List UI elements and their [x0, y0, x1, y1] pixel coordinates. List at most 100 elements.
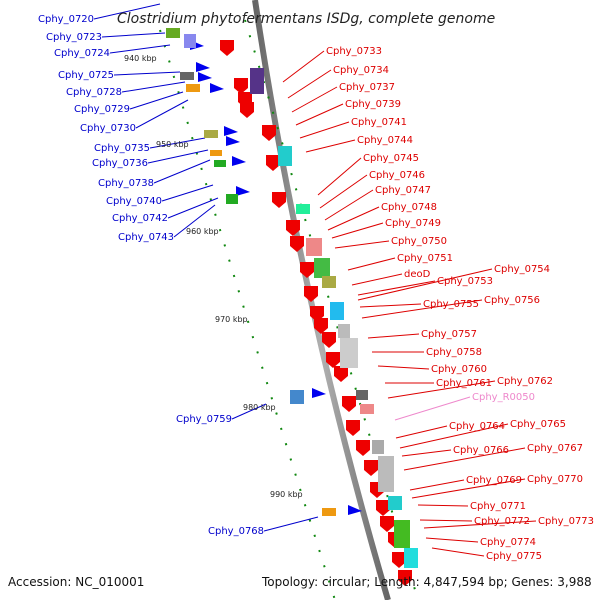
- reverse-gene-label[interactable]: Cphy_0761: [436, 378, 492, 389]
- reverse-gene-label[interactable]: Cphy_0734: [333, 65, 389, 76]
- reverse-gene-arrow[interactable]: [342, 396, 356, 412]
- reverse-gene-label[interactable]: Cphy_0739: [345, 99, 401, 110]
- forward-gene-label[interactable]: Cphy_0768: [208, 526, 264, 537]
- forward-gene-label[interactable]: Cphy_0738: [98, 178, 154, 189]
- forward-gene-label[interactable]: Cphy_0720: [38, 14, 94, 25]
- reverse-gene-label[interactable]: Cphy_0760: [431, 364, 487, 375]
- gene-block[interactable]: [356, 390, 368, 400]
- forward-gene-label[interactable]: Cphy_0743: [118, 232, 174, 243]
- forward-gene-label[interactable]: Cphy_0736: [92, 158, 148, 169]
- gene-block[interactable]: [186, 84, 200, 92]
- reverse-gene-label[interactable]: Cphy_0733: [326, 46, 382, 57]
- gene-block[interactable]: [180, 72, 194, 80]
- reverse-gene-arrow[interactable]: [398, 570, 412, 586]
- gene-block[interactable]: [314, 258, 330, 278]
- reverse-gene-label[interactable]: Cphy_0748: [381, 202, 437, 213]
- reverse-gene-arrow[interactable]: [266, 155, 280, 171]
- gene-block[interactable]: [278, 146, 292, 166]
- reverse-gene-arrow[interactable]: [240, 102, 254, 118]
- reverse-gene-label[interactable]: Cphy_0762: [497, 376, 553, 387]
- gene-block[interactable]: [166, 28, 180, 38]
- forward-gene-arrow[interactable]: [198, 72, 212, 82]
- gene-block[interactable]: [340, 338, 358, 368]
- reverse-gene-arrow[interactable]: [364, 460, 378, 476]
- reverse-gene-label[interactable]: Cphy_0772: [474, 516, 530, 527]
- forward-gene-label[interactable]: Cphy_0742: [112, 213, 168, 224]
- gene-block[interactable]: [330, 302, 344, 320]
- reverse-gene-arrow[interactable]: [290, 236, 304, 252]
- gene-block[interactable]: [250, 68, 264, 94]
- reverse-gene-label[interactable]: Cphy_0744: [357, 135, 413, 146]
- reverse-gene-label[interactable]: Cphy_R0050: [472, 392, 535, 403]
- reverse-gene-arrow[interactable]: [380, 516, 394, 532]
- gene-block[interactable]: [388, 496, 402, 510]
- gene-block[interactable]: [322, 276, 336, 288]
- reverse-gene-label[interactable]: Cphy_0750: [391, 236, 447, 247]
- reverse-gene-arrow[interactable]: [326, 352, 340, 368]
- reverse-gene-label[interactable]: Cphy_0747: [375, 185, 431, 196]
- forward-gene-arrow[interactable]: [226, 136, 240, 146]
- reverse-gene-label[interactable]: Cphy_0769: [466, 475, 522, 486]
- gene-block[interactable]: [378, 456, 394, 492]
- reverse-gene-arrow[interactable]: [334, 366, 348, 382]
- reverse-gene-label[interactable]: Cphy_0749: [385, 218, 441, 229]
- reverse-gene-arrow[interactable]: [392, 552, 406, 568]
- reverse-gene-arrow[interactable]: [356, 440, 370, 456]
- reverse-gene-arrow[interactable]: [220, 40, 234, 56]
- forward-gene-label[interactable]: Cphy_0724: [54, 48, 110, 59]
- gene-block[interactable]: [394, 520, 410, 548]
- forward-gene-arrow[interactable]: [348, 505, 362, 515]
- forward-gene-label[interactable]: Cphy_0740: [106, 196, 162, 207]
- reverse-gene-label[interactable]: Cphy_0756: [484, 295, 540, 306]
- reverse-gene-label[interactable]: Cphy_0754: [494, 264, 550, 275]
- gene-block[interactable]: [404, 548, 418, 568]
- forward-gene-label[interactable]: Cphy_0723: [46, 32, 102, 43]
- forward-gene-label[interactable]: Cphy_0735: [94, 143, 150, 154]
- reverse-gene-arrow[interactable]: [300, 262, 314, 278]
- reverse-gene-label[interactable]: Cphy_0745: [363, 153, 419, 164]
- reverse-gene-arrow[interactable]: [322, 332, 336, 348]
- reverse-gene-label[interactable]: Cphy_0757: [421, 329, 477, 340]
- reverse-gene-label[interactable]: Cphy_0746: [369, 170, 425, 181]
- forward-gene-label[interactable]: Cphy_0759: [176, 414, 232, 425]
- forward-gene-arrow[interactable]: [196, 62, 210, 72]
- gene-block[interactable]: [214, 160, 226, 167]
- gene-block[interactable]: [184, 34, 196, 48]
- reverse-gene-arrow[interactable]: [272, 192, 286, 208]
- forward-gene-arrow[interactable]: [236, 186, 250, 196]
- gene-block[interactable]: [210, 150, 222, 156]
- gene-block[interactable]: [296, 204, 310, 214]
- gene-block[interactable]: [372, 440, 384, 454]
- forward-gene-arrow[interactable]: [312, 388, 326, 398]
- reverse-gene-label[interactable]: Cphy_0751: [397, 253, 453, 264]
- reverse-gene-label[interactable]: Cphy_0753: [437, 276, 493, 287]
- reverse-gene-label[interactable]: Cphy_0773: [538, 516, 594, 527]
- gene-block[interactable]: [290, 390, 304, 404]
- reverse-gene-label[interactable]: Cphy_0771: [470, 501, 526, 512]
- gene-block[interactable]: [360, 404, 374, 414]
- reverse-gene-arrow[interactable]: [262, 125, 276, 141]
- reverse-gene-arrow[interactable]: [346, 420, 360, 436]
- forward-gene-label[interactable]: Cphy_0728: [66, 87, 122, 98]
- forward-gene-label[interactable]: Cphy_0725: [58, 70, 114, 81]
- reverse-gene-label[interactable]: Cphy_0737: [339, 82, 395, 93]
- reverse-gene-label[interactable]: Cphy_0767: [527, 443, 583, 454]
- gene-block[interactable]: [322, 508, 336, 516]
- reverse-gene-arrow[interactable]: [286, 220, 300, 236]
- reverse-gene-label[interactable]: Cphy_0775: [486, 551, 542, 562]
- forward-gene-label[interactable]: Cphy_0730: [80, 123, 136, 134]
- forward-gene-arrow[interactable]: [210, 83, 224, 93]
- reverse-gene-label[interactable]: deoD: [404, 269, 431, 280]
- reverse-gene-label[interactable]: Cphy_0766: [453, 445, 509, 456]
- reverse-gene-label[interactable]: Cphy_0770: [527, 474, 583, 485]
- gene-block[interactable]: [204, 130, 218, 138]
- forward-gene-arrow[interactable]: [232, 156, 246, 166]
- forward-gene-label[interactable]: Cphy_0729: [74, 104, 130, 115]
- reverse-gene-label[interactable]: Cphy_0774: [480, 537, 536, 548]
- reverse-gene-label[interactable]: Cphy_0764: [449, 421, 505, 432]
- gene-block[interactable]: [338, 324, 350, 338]
- reverse-gene-label[interactable]: Cphy_0755: [423, 299, 479, 310]
- reverse-gene-arrow[interactable]: [376, 500, 390, 516]
- reverse-gene-label[interactable]: Cphy_0758: [426, 347, 482, 358]
- gene-block[interactable]: [226, 194, 238, 204]
